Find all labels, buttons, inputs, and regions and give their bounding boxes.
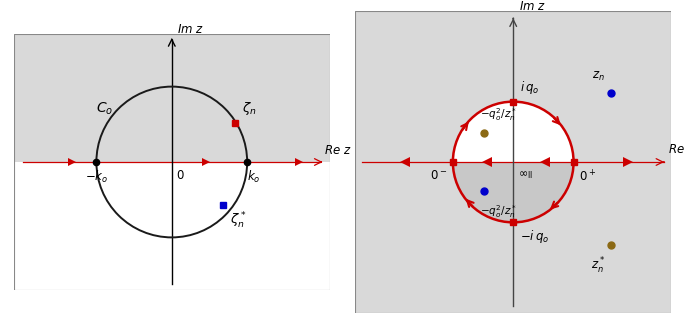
Polygon shape	[14, 34, 330, 162]
Polygon shape	[355, 11, 671, 313]
Text: $z_n$: $z_n$	[593, 70, 605, 83]
Polygon shape	[453, 102, 573, 162]
Text: Re $z$: Re $z$	[324, 144, 351, 157]
Text: $0^+$: $0^+$	[580, 169, 597, 184]
Text: Im $z$: Im $z$	[519, 0, 546, 13]
Polygon shape	[14, 162, 330, 290]
Text: $k_o$: $k_o$	[247, 169, 261, 185]
Text: $-q_o^2/z_n^*$: $-q_o^2/z_n^*$	[480, 204, 517, 220]
Text: 0: 0	[177, 169, 184, 182]
Text: $0^-$: $0^-$	[430, 169, 447, 182]
Text: $z_n^*$: $z_n^*$	[591, 255, 605, 275]
Text: Im $z$: Im $z$	[177, 23, 203, 36]
Text: $C_o$: $C_o$	[97, 100, 114, 117]
Text: $-k_o$: $-k_o$	[85, 169, 108, 185]
Text: $-i\,q_o$: $-i\,q_o$	[521, 228, 549, 245]
Text: $\zeta_n^*$: $\zeta_n^*$	[230, 211, 247, 231]
Text: $i\,q_o$: $i\,q_o$	[521, 79, 540, 96]
Polygon shape	[453, 162, 573, 222]
Text: Re $z$: Re $z$	[669, 143, 685, 156]
Text: $\zeta_n$: $\zeta_n$	[242, 100, 257, 117]
Text: $-q_o^2/z_n^*$: $-q_o^2/z_n^*$	[480, 106, 517, 123]
Text: $\infty_{\rm II}$: $\infty_{\rm II}$	[518, 169, 533, 181]
